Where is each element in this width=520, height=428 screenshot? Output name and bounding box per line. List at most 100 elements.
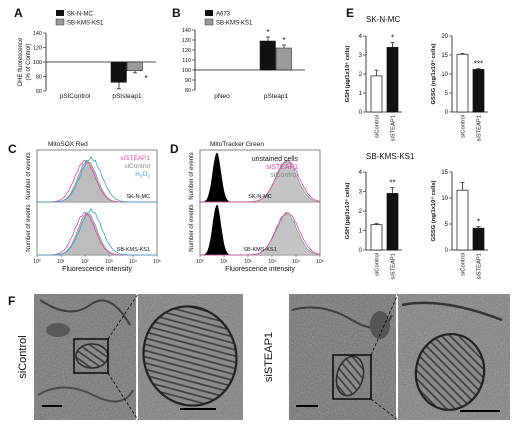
histogram-sisteap1 <box>200 160 321 203</box>
panel-d-legend-unstained: unstained cells <box>252 156 299 163</box>
y-tick-label: 20 <box>441 34 448 40</box>
panel-d-sublabel-bottom: SB-KMS-KS1 <box>243 247 276 253</box>
panel-c-histograms <box>37 155 157 256</box>
panel-f-right-label: siSTEAP1 <box>263 332 275 382</box>
legend-label-a673: A673 <box>216 12 231 18</box>
legend-swatch-a673 <box>205 10 213 16</box>
y-tick-label: 5 <box>445 222 449 228</box>
bar-sicontrol <box>370 75 383 113</box>
panel-a-xlabel-0: pSIControl <box>60 93 91 100</box>
legend-swatch-sb-kms-ks1 <box>55 18 65 26</box>
panel-e-ylabel: GSSG (ng/1x10⁶ cells) <box>431 180 437 241</box>
bar-sisteap1 <box>386 193 399 251</box>
panel-f-label: F <box>8 294 15 308</box>
panel-c-xlabel: Fluorescence intensity <box>62 266 132 273</box>
y-tick-label: 2 <box>359 209 363 215</box>
scale-bar <box>42 405 62 407</box>
scale-bar <box>180 408 216 410</box>
panel-d: D MitoTracker Green unstained cells siST… <box>170 141 324 273</box>
y-tick-label: 15 <box>441 170 448 176</box>
significance-mark: * <box>144 74 147 83</box>
x-tick-label: 10⁰ <box>196 259 204 265</box>
y-tick-label: 90 <box>185 78 191 84</box>
x-category-label: siSTEAP1 <box>477 253 483 279</box>
x-category-label: siSTEAP1 <box>477 115 483 141</box>
bar-sisteap1 <box>472 227 485 251</box>
y-tick-label: 110 <box>182 58 191 64</box>
panel-e-ylabel: GSH (μg/1x10⁶ cells) <box>345 183 351 240</box>
y-tick-label: 0 <box>359 248 363 254</box>
x-category-label: siSTEAP1 <box>391 253 397 279</box>
significance-mark: * <box>282 36 285 45</box>
bar-sicontrol <box>456 53 469 113</box>
panel-e-charts: 0 1 2 3 4 GSH (μg/1x10⁶ cells) siControl * siSTE… <box>345 34 488 279</box>
y-tick-label: 80 <box>185 88 191 94</box>
legend-label-sb-kms-ks1-b: SB-KMS-KS1 <box>216 21 253 27</box>
x-tick-label: 10¹ <box>57 259 65 265</box>
panel-e-row-title-2: SB-KMS-KS1 <box>366 152 415 161</box>
y-tick-label: 0 <box>445 248 449 254</box>
y-tick-label: 3 <box>359 190 363 196</box>
y-tick-label: 2 <box>359 72 363 78</box>
em-image-sisteap1-overview <box>289 294 396 420</box>
panel-d-ylabel-bottom: Number of events <box>189 204 195 251</box>
y-tick-label: 140 <box>33 31 42 37</box>
panel-d-histograms <box>200 152 321 256</box>
significance-mark: *** <box>474 60 483 69</box>
significance-mark: ** <box>389 179 395 188</box>
zoom-box <box>73 338 109 374</box>
panel-d-xlabel: Fluorescence intensity <box>225 266 295 273</box>
panel-d-ylabel-top: Number of events <box>189 152 195 199</box>
panel-c-legend-sicontrol: siControl <box>124 163 150 170</box>
bar-a673-psteap1 <box>259 40 276 71</box>
panel-d-sublabel-top: SK-N-MC <box>248 194 272 200</box>
panel-b-bars: ** <box>259 28 292 71</box>
x-tick-label: 10² <box>244 259 252 265</box>
y-tick-label: 1 <box>359 229 363 235</box>
panel-c-xticks: 10⁰ 10¹ 10² 10³ 10⁴ 10⁵ <box>33 255 161 265</box>
y-tick-label: 0 <box>359 110 363 116</box>
y-tick-label: 4 <box>359 34 363 40</box>
x-tick-label: 10¹ <box>220 259 228 265</box>
x-category-label: siControl <box>461 253 467 276</box>
y-tick-label: 3 <box>359 53 363 59</box>
panel-b-axis: 80 90 100 110 120 130 140 <box>182 28 305 94</box>
scale-bar <box>460 410 500 412</box>
panel-e-ylabel: GSH (μg/1x10⁶ cells) <box>345 46 351 103</box>
panel-b-xlabel-0: pNeo <box>214 93 230 100</box>
y-tick-label: 120 <box>33 46 42 52</box>
x-category-label: siSTEAP1 <box>391 115 397 141</box>
panel-c-legend-sisteap1: siSTEAP1 <box>120 155 150 162</box>
legend-label-sb-kms-ks1: SB-KMS-KS1 <box>67 21 104 27</box>
y-tick-label: 1 <box>359 91 363 97</box>
x-category-label: siControl <box>375 115 381 138</box>
panel-a-ylabel-2: (% of Control) <box>26 43 32 80</box>
x-tick-label: 10⁰ <box>33 259 41 265</box>
panel-c-ylabel-top: Number of events <box>26 152 32 199</box>
histogram-h2o2 <box>37 207 157 256</box>
bar-sb-kms-ks1-psisteap1 <box>126 61 143 71</box>
y-tick-label: 130 <box>182 38 191 44</box>
x-tick-label: 10² <box>81 259 89 265</box>
y-tick-label: 120 <box>182 48 191 54</box>
y-tick-label: 4 <box>359 170 363 176</box>
bar-sb-kms-ks1-psteap1 <box>275 47 292 71</box>
significance-mark: * <box>477 218 480 227</box>
bar-sisteap1 <box>472 69 485 113</box>
x-category-label: siControl <box>375 253 381 276</box>
y-tick-label: 10 <box>441 72 448 78</box>
panel-f: F siControl siSTEAP1 <box>8 293 510 421</box>
panel-c-legend-h2o2: H2O2 <box>135 171 150 179</box>
legend-label-sk-n-mc: SK-N-MC <box>67 12 93 18</box>
y-tick-label: 15 <box>441 53 448 59</box>
y-tick-label: 60 <box>36 89 42 95</box>
legend-swatch-sk-n-mc <box>56 10 64 16</box>
em-image-sisteap1-zoom <box>398 294 510 420</box>
y-tick-label: 5 <box>445 91 449 97</box>
x-tick-label: 10³ <box>268 259 276 265</box>
histogram-unstained <box>200 204 320 255</box>
panel-a: A DHE fluorescence (% of Control) 60 80 10… <box>14 6 156 100</box>
panel-c: C MitoSOX Red siSTEAP1 siControl H2O2 SK… <box>8 141 161 273</box>
histogram-sisteap1 <box>200 212 321 256</box>
